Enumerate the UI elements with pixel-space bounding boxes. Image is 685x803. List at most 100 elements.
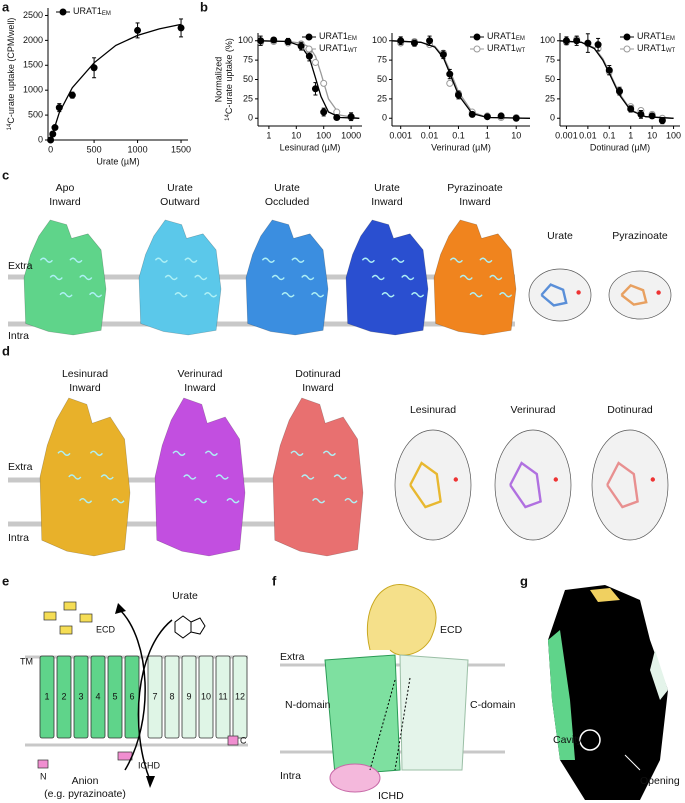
x-tick-label: 0 — [48, 144, 53, 154]
label: 12 — [235, 691, 245, 701]
ligand-density — [479, 257, 493, 263]
ligand-density — [499, 292, 513, 298]
legend-marker — [473, 45, 481, 53]
panel-label: d — [2, 343, 10, 358]
label: Extra — [8, 461, 33, 473]
arrow-head — [115, 603, 126, 614]
transport-arrow — [119, 609, 146, 771]
ligand-density — [226, 498, 240, 504]
label: ICHD — [378, 790, 404, 802]
data-point — [333, 113, 341, 121]
label: 1 — [44, 691, 49, 701]
n-term — [37, 759, 49, 769]
atom — [650, 477, 655, 482]
ligand-density — [164, 274, 178, 281]
y-tick-label: 0 — [550, 113, 555, 123]
data-point — [483, 113, 491, 121]
label: Outward — [160, 196, 200, 208]
ligand-density — [184, 257, 198, 263]
data-point — [177, 24, 185, 32]
data-point — [257, 37, 265, 45]
y-axis-label: 14C-urate uptake (%) — [224, 38, 234, 121]
data-point — [320, 108, 328, 116]
label: 11 — [218, 691, 227, 701]
legend-name: URAT1 — [487, 43, 516, 53]
ligand-density — [111, 498, 125, 504]
ligand-density — [204, 292, 218, 298]
label: 7 — [152, 691, 157, 701]
helix — [198, 655, 214, 739]
ligand-density — [79, 498, 93, 504]
density-map — [345, 219, 429, 336]
y-tick-label: 25 — [545, 93, 555, 103]
label: 5 — [112, 691, 117, 701]
data-point — [284, 38, 292, 46]
ligand-density — [204, 450, 218, 456]
ligand-density — [449, 257, 463, 263]
density-map — [154, 397, 246, 557]
ligand-density — [322, 450, 336, 456]
x-tick-label: 10 — [511, 130, 521, 140]
data-point — [347, 113, 355, 121]
fit-curve — [49, 23, 182, 141]
y-tick-label: 75 — [243, 55, 253, 65]
ligand-density — [183, 474, 197, 480]
label: 2 — [61, 691, 66, 701]
y-tick-label: 0 — [248, 113, 253, 123]
data-point — [594, 41, 602, 49]
data-point — [410, 39, 418, 47]
ligand-density — [290, 450, 304, 456]
label: Apo — [56, 182, 75, 194]
atom — [553, 477, 558, 482]
ligand-density — [69, 257, 83, 263]
data-point — [497, 112, 505, 120]
ligand-stick — [620, 283, 648, 306]
data-point — [320, 79, 328, 87]
legend-subscript: EM — [516, 36, 525, 42]
y-tick-label: 100 — [238, 35, 253, 45]
y-tick-label: 1000 — [23, 85, 43, 95]
y-axis-label: 14C-urate uptake (CPM/well) — [6, 18, 16, 131]
label: (e.g. pyrazinoate) — [44, 788, 126, 800]
ecd-strand — [59, 625, 73, 635]
ichd-helix — [117, 751, 133, 761]
label: C-domain — [470, 699, 516, 711]
legend-label: URAT1EM — [637, 31, 675, 42]
label: Verinurad — [178, 368, 223, 380]
ligand-stick — [509, 461, 542, 509]
legend-marker — [623, 45, 631, 53]
n-domain-ribbon — [324, 654, 401, 776]
helix — [39, 655, 55, 739]
y-tick-label: 50 — [243, 74, 253, 84]
ecd-ribbon — [366, 583, 437, 656]
legend-subscript: WT — [348, 48, 358, 54]
domain-divider — [369, 677, 411, 771]
superscript: 14 — [225, 114, 231, 121]
y-tick-label: 1500 — [23, 60, 43, 70]
data-point — [512, 114, 520, 122]
ligand-density — [57, 450, 71, 456]
density-map — [272, 397, 364, 557]
label: Urate — [167, 182, 193, 194]
legend-label: URAT1WT — [487, 43, 526, 54]
data-point — [446, 79, 454, 87]
ligand-stick — [540, 283, 568, 307]
label: Intra — [280, 770, 301, 782]
superscript: 14 — [7, 123, 13, 130]
ligand-density — [391, 257, 405, 263]
helix — [164, 655, 180, 739]
ligand-density — [311, 292, 325, 298]
y-axis-label: Normalized — [213, 57, 223, 103]
y-tick-label: 25 — [243, 93, 253, 103]
data-point — [616, 87, 624, 95]
ecd-strand — [43, 611, 57, 621]
label: Inward — [49, 196, 81, 208]
c-term — [227, 735, 239, 746]
ligand-density — [469, 292, 483, 298]
x-axis-label: Verinurad (µM) — [431, 142, 491, 152]
ligand-density — [194, 498, 208, 504]
label: Lesinurad — [410, 404, 456, 416]
panel-label: g — [520, 573, 528, 588]
legend-name: URAT1 — [73, 6, 102, 16]
panel-label: c — [2, 167, 9, 182]
